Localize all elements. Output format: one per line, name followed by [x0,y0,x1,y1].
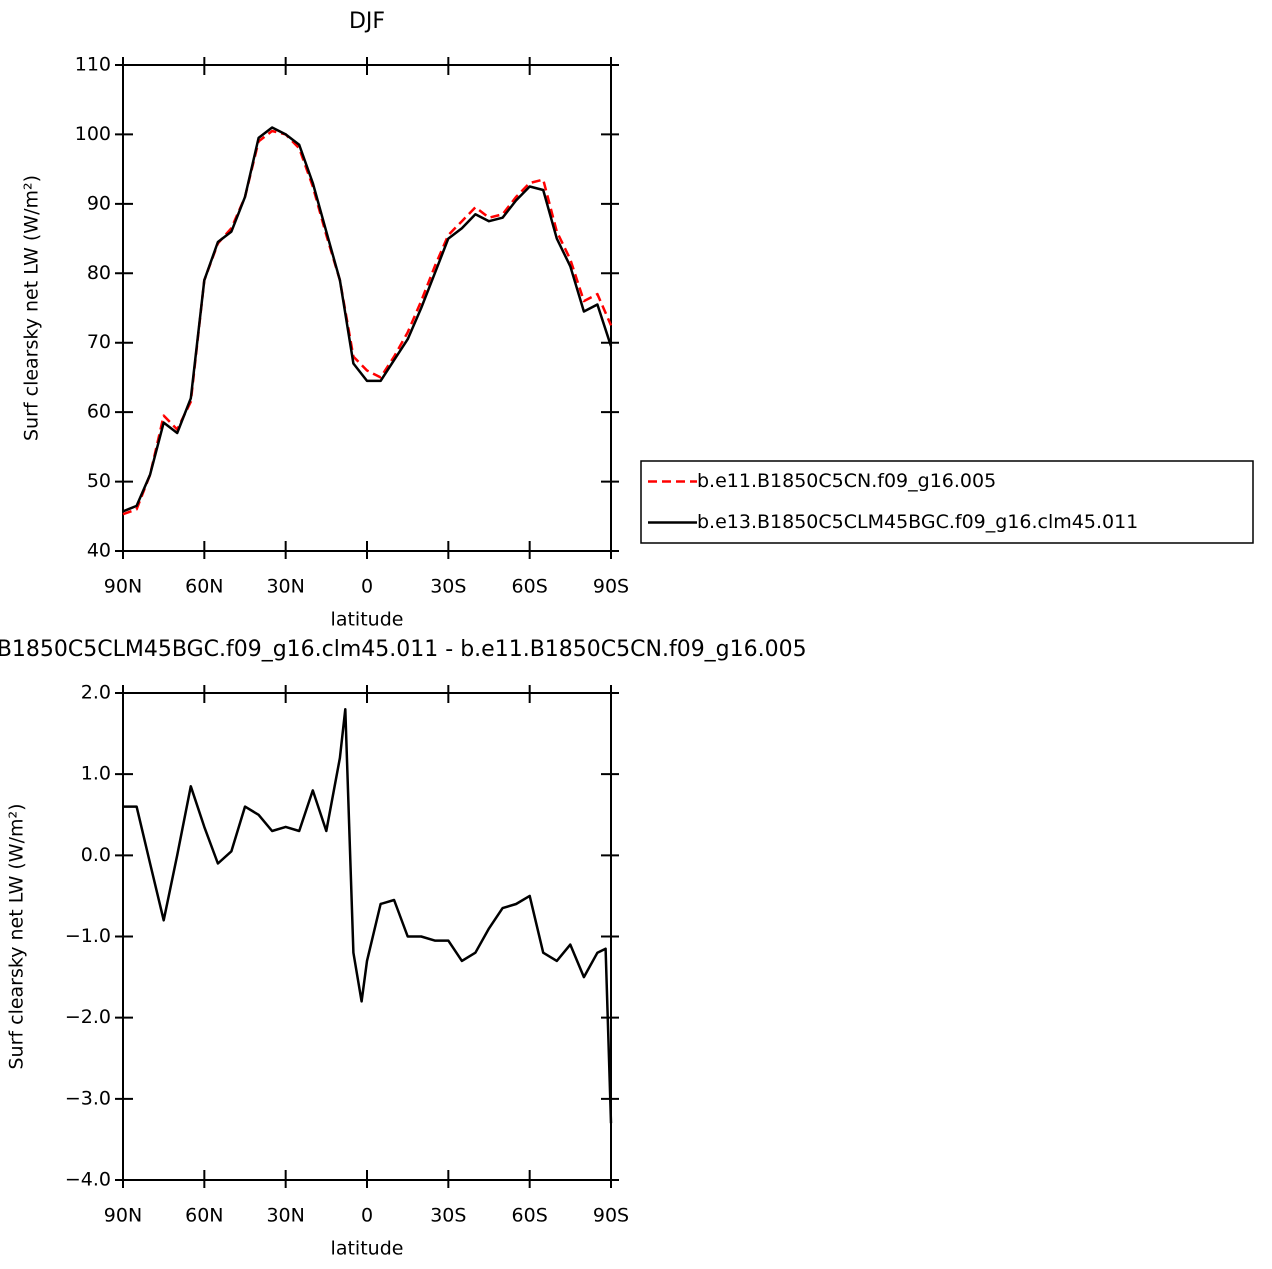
x-tick-label: 60N [185,576,223,598]
y-tick-label: 1.0 [81,763,111,785]
legend-box [640,460,1254,544]
legend-label: b.e11.B1850C5CN.f09_g16.005 [697,470,996,492]
x-axis-label: latitude [331,609,404,631]
y-tick-label: −1.0 [65,925,111,947]
y-tick-label: 50 [87,470,111,492]
plot-frame [122,64,612,552]
data-line [123,707,613,1124]
data-line [122,126,613,513]
x-tick-label: 30N [266,576,304,598]
x-tick-label: 0 [361,576,373,598]
plot-frame [122,692,612,1181]
x-tick-label: 60N [185,1205,223,1227]
x-tick-label: 90N [104,1205,142,1227]
x-tick-label: 90S [593,1205,629,1227]
legend-label: b.e13.B1850C5CLM45BGC.f09_g16.clm45.011 [697,511,1138,533]
y-tick-label: 80 [87,262,111,284]
y-tick-label: 0.0 [81,844,111,866]
x-tick-label: 60S [512,1205,548,1227]
y-tick-label: 60 [87,401,111,423]
y-tick-label: −3.0 [65,1087,111,1109]
x-tick-label: 90S [593,576,629,598]
x-tick-label: 30S [430,1205,466,1227]
y-tick-label: −4.0 [65,1169,111,1191]
y-tick-label: 110 [75,54,111,76]
y-axis-label: Surf clearsky net LW (W/m²) [21,175,43,441]
x-tick-label: 60S [512,576,548,598]
y-tick-label: 90 [87,192,111,214]
x-axis-label: latitude [331,1238,404,1260]
chart-title: DJF [349,9,385,34]
y-tick-label: 40 [87,540,111,562]
y-axis-label: Surf clearsky net LW (W/m²) [6,803,28,1069]
y-tick-label: 70 [87,331,111,353]
y-tick-label: 2.0 [81,682,111,704]
y-tick-label: −2.0 [65,1006,111,1028]
x-tick-label: 0 [361,1205,373,1227]
x-tick-label: 90N [104,576,142,598]
x-tick-label: 30S [430,576,466,598]
x-tick-label: 30N [266,1205,304,1227]
chart-title: b.e13.B1850C5CLM45BGC.f09_g16.clm45.011 … [0,637,807,662]
y-tick-label: 100 [75,123,111,145]
